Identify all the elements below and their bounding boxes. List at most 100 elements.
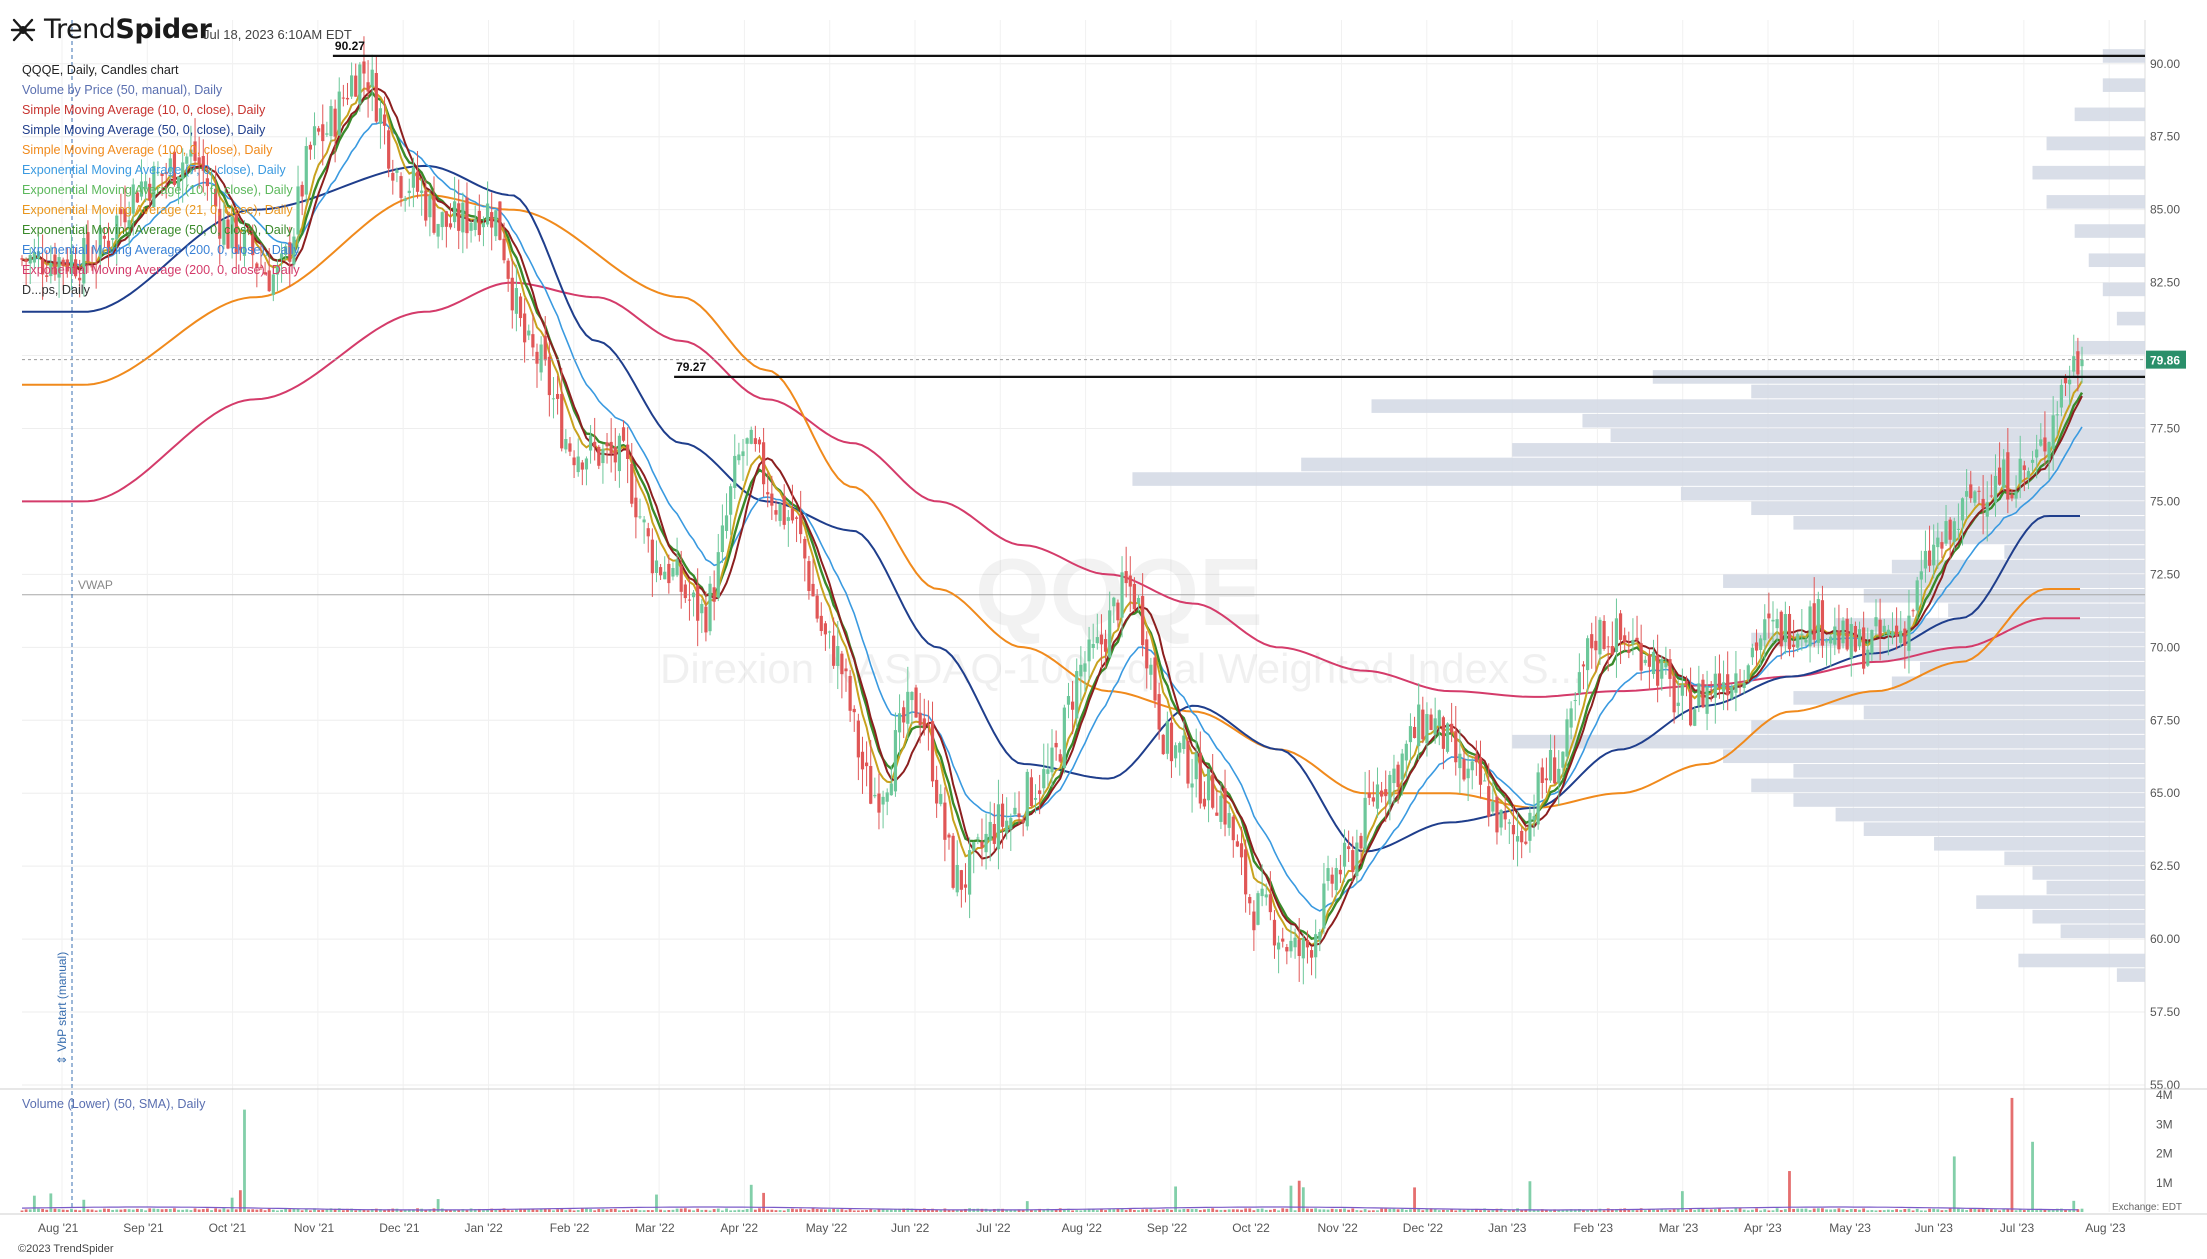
candle-body[interactable]: [1730, 687, 1734, 699]
candle-body[interactable]: [1536, 772, 1540, 825]
candle-body[interactable]: [41, 259, 45, 275]
candle-body[interactable]: [32, 251, 36, 263]
candle-body[interactable]: [1186, 740, 1190, 784]
candle-body[interactable]: [1590, 634, 1594, 649]
candle-body[interactable]: [284, 246, 288, 255]
candle-body[interactable]: [1141, 596, 1145, 646]
candle-body[interactable]: [972, 842, 976, 851]
candle-body[interactable]: [36, 251, 41, 258]
candle-body[interactable]: [1862, 627, 1866, 669]
candle-body[interactable]: [1618, 613, 1623, 640]
candle-body[interactable]: [1301, 938, 1305, 959]
candle-body[interactable]: [1956, 528, 1960, 530]
candle-body[interactable]: [860, 751, 865, 770]
candle-body[interactable]: [1071, 701, 1075, 710]
candle-body[interactable]: [1713, 673, 1717, 698]
candle-body[interactable]: [2047, 441, 2051, 461]
candle-body[interactable]: [403, 198, 407, 201]
candle-body[interactable]: [836, 646, 840, 666]
candle-body[interactable]: [420, 190, 424, 194]
candle-body[interactable]: [1796, 634, 1800, 648]
candle-body[interactable]: [885, 792, 889, 802]
candle-body[interactable]: [1417, 704, 1421, 747]
candle-body[interactable]: [1627, 649, 1631, 653]
candle-body[interactable]: [432, 196, 436, 233]
candle-body[interactable]: [1227, 813, 1231, 828]
candle-body[interactable]: [255, 263, 259, 268]
candle-body[interactable]: [1676, 702, 1680, 706]
candle-body[interactable]: [840, 653, 844, 675]
candle-body[interactable]: [667, 563, 671, 584]
candle-body[interactable]: [1820, 600, 1825, 646]
candle-body[interactable]: [737, 454, 741, 461]
candle-body[interactable]: [461, 202, 465, 233]
candle-body[interactable]: [1021, 819, 1025, 823]
candle-body[interactable]: [1742, 682, 1746, 689]
candle-body[interactable]: [94, 262, 98, 264]
candle-body[interactable]: [696, 585, 700, 621]
candle-body[interactable]: [90, 266, 94, 268]
candle-body[interactable]: [642, 519, 646, 523]
candle-body[interactable]: [663, 571, 667, 580]
candle-body[interactable]: [444, 211, 448, 227]
candle-body[interactable]: [1009, 818, 1013, 830]
candle-body[interactable]: [646, 528, 650, 537]
candle-body[interactable]: [2018, 458, 2022, 484]
candle-body[interactable]: [514, 288, 518, 314]
candle-body[interactable]: [1190, 783, 1194, 788]
candle-body[interactable]: [947, 834, 951, 838]
candle-body[interactable]: [873, 794, 877, 797]
candle-body[interactable]: [910, 691, 914, 701]
candle-body[interactable]: [378, 108, 383, 124]
candle-body[interactable]: [1202, 798, 1207, 807]
candle-body[interactable]: [362, 61, 366, 74]
candle-body[interactable]: [1441, 717, 1445, 749]
candle-body[interactable]: [531, 334, 535, 348]
candle-body[interactable]: [1038, 790, 1042, 795]
candle-body[interactable]: [2043, 437, 2047, 452]
candle-body[interactable]: [1412, 726, 1417, 738]
candle-body[interactable]: [745, 438, 749, 444]
candle-body[interactable]: [1330, 874, 1334, 884]
candle-body[interactable]: [1973, 491, 1977, 503]
candle-body[interactable]: [2072, 356, 2076, 372]
candle-body[interactable]: [201, 156, 205, 171]
legend-main[interactable]: QQQE, Daily, Candles chart: [22, 63, 179, 77]
candle-body[interactable]: [1981, 498, 1985, 509]
candle-body[interactable]: [852, 708, 856, 713]
candle-body[interactable]: [2063, 377, 2068, 384]
candle-body[interactable]: [588, 435, 593, 451]
candle-body[interactable]: [1351, 850, 1355, 873]
candle-body[interactable]: [1235, 841, 1239, 847]
candle-body[interactable]: [399, 176, 403, 198]
candle-body[interactable]: [119, 209, 123, 215]
candle-body[interactable]: [1499, 810, 1503, 828]
candle-body[interactable]: [1664, 663, 1668, 668]
candle-body[interactable]: [1169, 722, 1174, 762]
candle-body[interactable]: [955, 864, 959, 893]
candle-body[interactable]: [1524, 841, 1528, 844]
candle-body[interactable]: [69, 254, 74, 274]
candle-body[interactable]: [1454, 731, 1458, 763]
candle-body[interactable]: [1932, 544, 1936, 566]
candle-body[interactable]: [1697, 683, 1701, 706]
candle-body[interactable]: [1437, 710, 1441, 726]
candle-body[interactable]: [247, 228, 251, 231]
candle-body[interactable]: [2055, 414, 2059, 416]
legend-item[interactable]: Exponential Moving Average (200, 0, clos…: [22, 243, 300, 257]
candle-body[interactable]: [1977, 490, 1981, 492]
candle-body[interactable]: [259, 266, 263, 268]
candle-body[interactable]: [621, 427, 626, 441]
candle-body[interactable]: [1940, 542, 1944, 549]
candle-body[interactable]: [20, 258, 24, 260]
candle-body[interactable]: [1075, 671, 1079, 719]
candle-body[interactable]: [485, 203, 490, 225]
candle-body[interactable]: [453, 201, 457, 223]
candle-body[interactable]: [1260, 888, 1264, 897]
candle-body[interactable]: [127, 220, 131, 229]
candle-body[interactable]: [304, 146, 308, 195]
candle-body[interactable]: [1886, 629, 1890, 635]
candle-body[interactable]: [457, 203, 461, 231]
candle-body[interactable]: [626, 444, 630, 459]
candle-body[interactable]: [1903, 628, 1907, 646]
